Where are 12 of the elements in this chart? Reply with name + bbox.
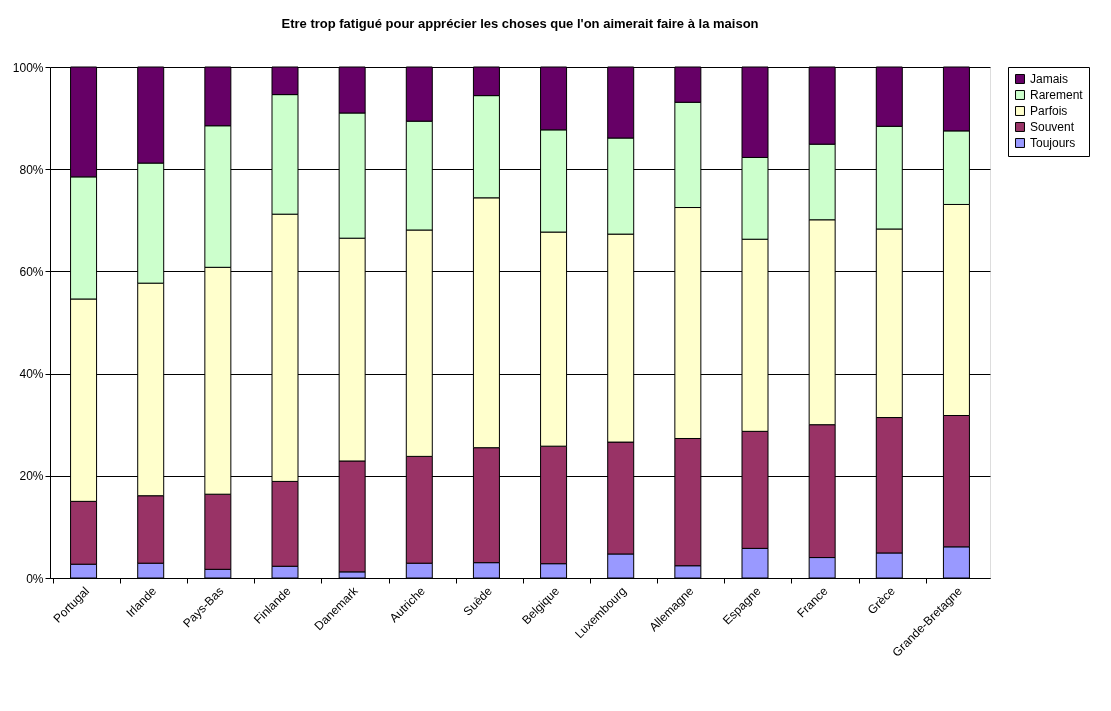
y-tick-label: 40% <box>19 367 44 382</box>
y-tick-label: 100% <box>12 60 44 75</box>
y-tick-label: 0% <box>26 571 44 586</box>
legend-label: Jamais <box>1030 72 1069 86</box>
legend-label: Toujours <box>1030 136 1076 150</box>
chart-title: Etre trop fatigué pour apprécier les choses que l'on aimerait faire à la maison <box>281 16 759 31</box>
legend-label: Parfois <box>1030 104 1068 118</box>
y-tick-label: 20% <box>19 469 44 484</box>
legend-label: Souvent <box>1030 120 1075 134</box>
y-tick-label: 60% <box>19 264 44 279</box>
y-tick-label: 80% <box>19 162 44 177</box>
legend-label: Rarement <box>1030 88 1084 102</box>
